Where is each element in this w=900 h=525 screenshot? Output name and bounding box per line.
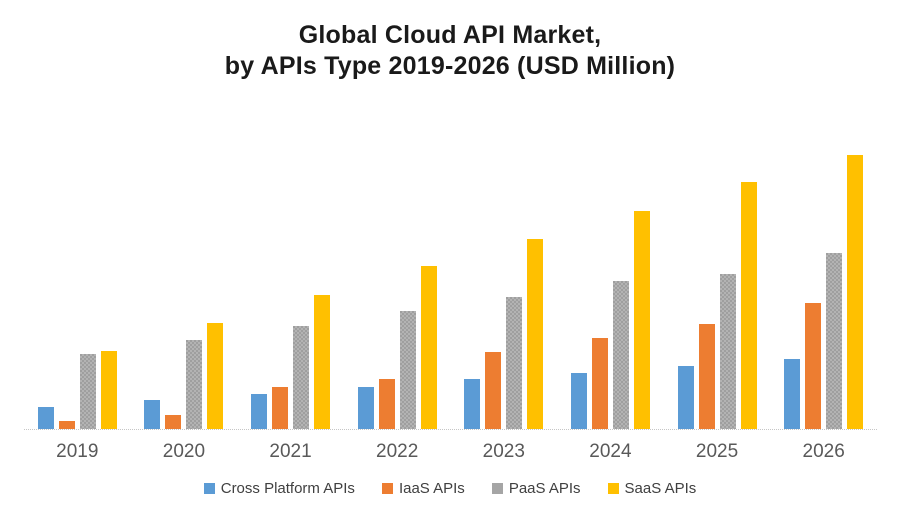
bar-paas-apis-2024	[612, 281, 629, 429]
bar-iaas-apis-2026	[805, 303, 822, 429]
legend-swatch-iaas-apis	[381, 483, 393, 494]
x-axis-label-2024: 2024	[589, 441, 632, 462]
bar-saas-apis-2023	[527, 239, 544, 429]
bar-saas-apis-2020	[207, 323, 224, 429]
bar-paas-apis-2025	[719, 274, 736, 429]
x-axis-label-2026: 2026	[802, 441, 845, 462]
bar-paas-apis-2026	[826, 253, 843, 429]
x-axis-label-2025: 2025	[695, 441, 739, 462]
legend-item-saas-apis: SaaS APIs	[607, 480, 697, 497]
bar-saas-apis-2024	[633, 211, 650, 429]
bar-group-2019	[24, 139, 131, 429]
bar-saas-apis-2021	[314, 295, 331, 429]
bar-iaas-apis-2023	[485, 352, 502, 429]
bar-cross-platform-apis-2023	[464, 379, 481, 429]
bar-cross-platform-apis-2019	[37, 407, 54, 429]
bar-cross-platform-apis-2024	[570, 373, 587, 429]
x-axis-label-2019: 2019	[56, 441, 99, 462]
bar-group-2020	[131, 139, 238, 429]
x-axis-line	[24, 429, 877, 430]
bar-paas-apis-2021	[293, 326, 310, 429]
legend-item-paas-apis: PaaS APIs	[491, 480, 581, 497]
legend-item-iaas-apis: IaaS APIs	[381, 480, 465, 497]
bar-cross-platform-apis-2025	[677, 366, 694, 429]
bar-paas-apis-2022	[399, 311, 416, 429]
bar-cross-platform-apis-2020	[144, 400, 161, 429]
bar-cross-platform-apis-2026	[784, 359, 801, 429]
x-axis-label-2023: 2023	[482, 441, 525, 462]
bar-iaas-apis-2020	[165, 415, 182, 429]
legend-swatch-paas-apis	[491, 483, 503, 494]
x-axis-label-2022: 2022	[376, 441, 419, 462]
bar-saas-apis-2025	[740, 182, 757, 429]
legend-label-cross-platform-apis: Cross Platform APIs	[220, 480, 355, 497]
chart-title-line2: by APIs Type 2019-2026 (USD Million)	[224, 52, 676, 80]
legend-item-cross-platform-apis: Cross Platform APIs	[203, 480, 355, 497]
bar-saas-apis-2019	[100, 351, 117, 429]
bar-group-2023	[451, 139, 558, 429]
bar-saas-apis-2026	[847, 155, 864, 429]
x-axis-label-2020: 2020	[162, 441, 206, 462]
bar-iaas-apis-2022	[378, 379, 395, 429]
bar-saas-apis-2022	[420, 266, 437, 429]
x-axis-labels: 2019 2020 2021 2022 2023 2024 2025 2026	[24, 441, 877, 463]
bar-group-2026	[770, 139, 877, 429]
chart-title-line1: Global Cloud API Market,	[298, 21, 602, 49]
bar-paas-apis-2023	[506, 297, 523, 429]
legend-label-saas-apis: SaaS APIs	[624, 480, 697, 497]
bar-iaas-apis-2024	[591, 338, 608, 429]
bar-group-2022	[344, 139, 451, 429]
bar-cross-platform-apis-2022	[357, 387, 374, 429]
legend: Cross Platform APIs IaaS APIs PaaS APIs Saa…	[0, 480, 900, 497]
bar-iaas-apis-2019	[58, 421, 75, 429]
legend-label-paas-apis: PaaS APIs	[508, 480, 581, 497]
bar-paas-apis-2019	[79, 354, 96, 429]
bar-group-2021	[237, 139, 344, 429]
bar-paas-apis-2020	[186, 340, 203, 429]
bar-iaas-apis-2025	[698, 324, 715, 429]
plot-area	[24, 139, 877, 429]
x-axis-label-2021: 2021	[269, 441, 312, 462]
legend-swatch-cross-platform-apis	[203, 483, 215, 494]
chart-title: Global Cloud API Market, by APIs Type 20…	[0, 20, 900, 82]
bar-cross-platform-apis-2021	[251, 394, 268, 429]
legend-swatch-saas-apis	[607, 483, 619, 494]
bar-iaas-apis-2021	[272, 387, 289, 429]
bar-group-2024	[557, 139, 664, 429]
legend-label-iaas-apis: IaaS APIs	[398, 480, 465, 497]
bar-group-2025	[664, 139, 771, 429]
